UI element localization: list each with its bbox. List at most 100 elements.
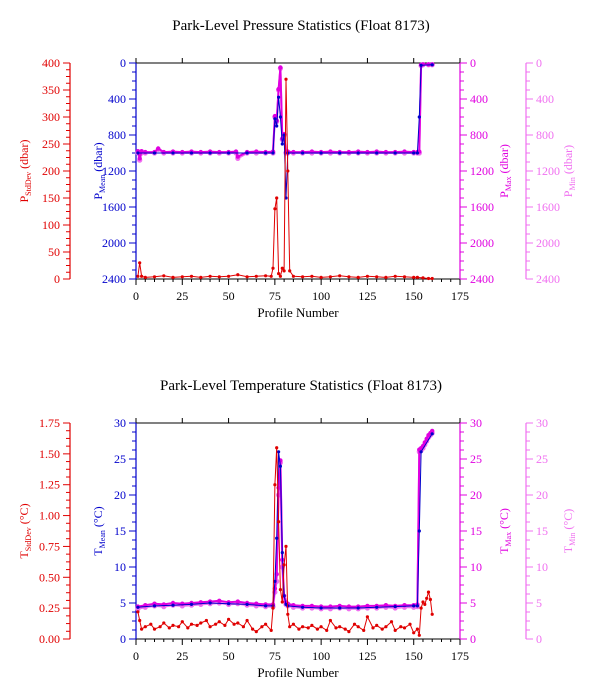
stddev-series-point [291,622,295,626]
stddev-series-point [408,622,412,626]
stddev-series-point [143,275,147,279]
stddev-series-point [428,597,432,602]
x-tick-label: 0 [133,289,139,303]
mean-axis-tick-label: 30 [114,416,126,430]
mean-axis-tick-label: 5 [120,596,126,610]
x-tick-label: 150 [405,649,423,663]
mean-series-point [419,63,423,67]
stddev-series-point [232,622,236,626]
mean-series-point [152,151,157,155]
stddev-series-point [282,269,286,273]
stddev-series-point [315,627,319,631]
stddev-series-point [430,612,434,616]
stddev-series-point [189,274,194,278]
stddev-series-point [288,269,292,273]
max-series-point [276,86,281,92]
stddev-series-point [334,626,338,630]
stddev-series-point [365,615,369,619]
max-axis-label: TMax (°C) [497,508,513,554]
stddev-series-point [152,275,157,279]
mean-series-point [171,603,175,607]
mean-axis-tick-label: 15 [114,524,126,538]
max-axis-tick-label: 0 [470,56,476,70]
stddev-series-point [425,596,429,600]
min-axis-tick-label: 800 [536,128,554,142]
max-axis-label-unit: (°C) [497,508,511,532]
mean-axis-label-unit: (dbar) [91,142,105,174]
mean-series-point [280,142,284,146]
x-tick-label: 150 [405,289,423,303]
stddev-series-point [426,276,431,281]
max-series-point [430,428,435,434]
stddev-series-point [375,623,379,628]
stddev-series-point [402,275,407,279]
stddev-series-point [158,625,162,629]
stddev-series-point [347,275,351,279]
max-series-point [180,149,185,155]
mean-series-point [417,115,421,119]
stddev-series-point [288,625,292,629]
mean-series-point [273,117,277,121]
max-axis-tick-label: 2400 [470,272,494,286]
mean-series-point [419,450,423,454]
stddev-axis-tick-label: 100 [42,218,60,232]
stddev-series-point [362,628,366,633]
stddev-series-point [143,625,147,629]
x-tick-label: 50 [223,649,235,663]
x-tick-label: 175 [451,649,469,663]
stddev-series-point [273,483,277,487]
max-series-point [346,149,352,155]
mean-series-point [273,579,277,584]
max-axis-label-main: T [497,546,511,554]
min-axis-tick-label: 30 [536,416,548,430]
mean-series-point [189,151,194,155]
stddev-axis-tick-label: 250 [42,137,60,151]
min-axis-label-main: T [561,545,575,553]
stddev-series-point [421,276,425,280]
x-tick-label: 100 [312,649,330,663]
stddev-series-point [208,274,212,278]
stddev-axis-label-main: P [17,196,31,203]
mean-series-point [275,536,279,540]
stddev-series-point [286,612,290,616]
stddev-series-point [375,275,379,279]
pressure-statistics-panel: Park-Level Pressure Statistics (Float 81… [17,18,577,320]
stddev-series-point [245,275,249,279]
max-series-point [365,149,370,155]
stddev-axis-label-unit: (°C) [17,503,31,527]
mean-axis-tick-label: 2000 [102,236,126,250]
stddev-series-point [284,77,288,81]
stddev-series-point [251,627,255,631]
stddev-series-point [415,627,419,631]
mean-series-point [278,115,282,119]
stddev-series-point [136,274,140,278]
max-series-point [365,603,370,609]
max-axis-tick-label: 5 [470,596,476,610]
stddev-series-point [260,625,264,629]
mean-series-point [227,151,231,155]
max-axis-tick-label: 25 [470,452,482,466]
max-series-point [139,149,144,154]
mean-axis-label-unit: (°C) [91,506,105,530]
stddev-series-point [393,628,397,633]
min-axis-tick-label: 2000 [536,236,560,250]
stddev-series-point [343,627,347,631]
max-axis-label-sub: Max [504,176,513,191]
stddev-axis-tick-label: 0.75 [39,539,60,553]
mean-series-point [264,604,268,608]
mean-axis-tick-label: 2400 [102,272,126,286]
stddev-series-point [423,602,427,607]
stddev-series-point [149,622,153,626]
stddev-axis-label: PStdDev (dbar) [17,139,33,202]
mean-series-point [375,151,379,155]
stddev-series-point [417,633,421,637]
stddev-series-point [241,625,245,629]
stddev-series-point [356,625,360,629]
stddev-series-point [236,621,240,625]
max-series-point [309,603,315,609]
stddev-series-point [415,275,419,279]
stddev-series-point [264,622,268,626]
stddev-axis-tick-label: 0.25 [39,601,60,615]
max-series-point [235,599,240,604]
